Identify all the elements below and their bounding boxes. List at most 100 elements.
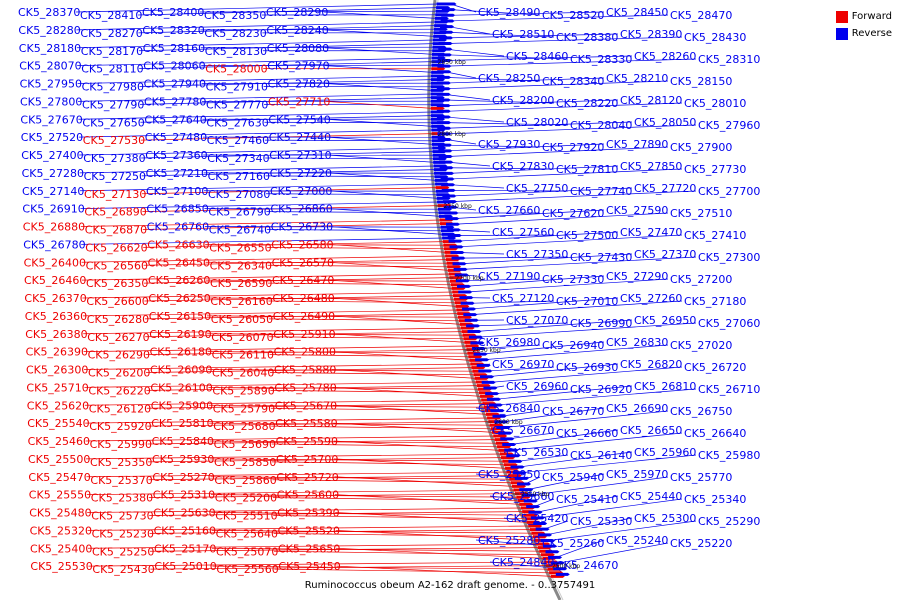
gene-label: CK5_27300 [698, 251, 760, 264]
gene-label: CK5_27790 [82, 98, 144, 111]
gene-callout-line [273, 533, 535, 538]
gene-arrow [512, 471, 527, 475]
gene-callout-line [463, 278, 541, 282]
gene-arrow [519, 488, 534, 492]
gene-callout-line [516, 454, 569, 462]
gene-callout-line [324, 47, 434, 55]
gene-label: CK5_27430 [570, 251, 632, 264]
gene-arrow [440, 25, 455, 29]
gene-callout-line [78, 111, 433, 120]
gene-label: CK5_27220 [270, 167, 332, 180]
gene-callout-line [536, 495, 619, 513]
gene-arrow [436, 115, 451, 119]
legend-label: Forward [851, 11, 892, 22]
gene-arrow [436, 196, 451, 200]
gene-label: CK5_26710 [698, 383, 760, 396]
gene-callout-line [510, 429, 619, 445]
gene-callout-line [76, 39, 435, 49]
gene-label: CK5_25170 [154, 542, 216, 555]
gene-arrow [457, 284, 472, 288]
gene-label: CK5_27350 [506, 248, 568, 261]
gene-label: CK5_27140 [22, 185, 84, 198]
gene-arrow [442, 2, 457, 6]
gene-label: CK5_25370 [90, 474, 152, 487]
gene-label: CK5_28180 [19, 42, 81, 55]
gene-label: CK5_27190 [478, 270, 540, 283]
gene-arrow [443, 205, 458, 209]
gene-label: CK5_25730 [91, 510, 153, 523]
gene-callout-line [475, 319, 633, 332]
gene-label: CK5_27360 [145, 149, 207, 162]
gene-arrow [508, 459, 523, 463]
gene-label: CK5_28390 [620, 28, 682, 41]
gene-label: CK5_28350 [204, 9, 266, 22]
gene-label: CK5_26990 [570, 317, 632, 330]
gene-label: CK5_27710 [268, 95, 330, 108]
gene-label: CK5_28200 [492, 94, 554, 107]
gene-label: CK5_27310 [269, 149, 331, 162]
gene-callout-line [446, 36, 683, 44]
gene-arrow [438, 143, 453, 147]
scale-tick-label: 2500 kbp [552, 563, 580, 570]
gene-label: CK5_27440 [269, 131, 331, 144]
gene-callout-line [271, 425, 493, 430]
gene-callout-line [80, 219, 442, 227]
legend-label: Reverse [851, 28, 892, 39]
gene-arrow [438, 149, 453, 153]
gene-arrow [437, 126, 452, 130]
gene-label: CK5_27330 [542, 273, 604, 286]
gene-callout-line [486, 366, 555, 372]
gene-label: CK5_28470 [670, 9, 732, 22]
gene-callout-line [457, 234, 683, 248]
gene-label: CK5_28380 [556, 31, 618, 44]
gene-callout-line [204, 226, 443, 228]
gene-label: CK5_25350 [90, 456, 152, 469]
scale-tick-label: 2850 kbp [438, 59, 466, 66]
reverse-swatch [835, 27, 848, 40]
gene-label: CK5_25380 [91, 492, 153, 505]
gene-arrow [497, 445, 512, 449]
gene-callout-line [448, 165, 619, 174]
gene-label: CK5_26090 [150, 364, 212, 377]
gene-label: CK5_26140 [570, 449, 632, 462]
gene-callout-line [444, 102, 683, 112]
gene-arrow [473, 352, 488, 356]
gene-callout-line [86, 489, 516, 495]
gene-label: CK5_28110 [81, 63, 143, 76]
gene-arrow [498, 431, 513, 435]
gene-callout-line [487, 363, 619, 378]
gene-arrow [488, 403, 503, 407]
gene-arrow [523, 513, 538, 517]
gene-label: CK5_27910 [206, 81, 268, 94]
gene-label: CK5_25400 [30, 542, 92, 555]
gene-label: CK5_28250 [478, 72, 540, 85]
gene-label: CK5_27730 [684, 163, 746, 176]
gene-callout-line [448, 168, 683, 180]
gene-label: CK5_27980 [82, 81, 144, 94]
gene-arrow [453, 267, 468, 271]
gene-arrow [442, 236, 457, 240]
gene-arrow [437, 70, 452, 74]
gene-label: CK5_25480 [29, 507, 91, 520]
gene-label: CK5_26340 [210, 259, 272, 272]
gene-callout-line [445, 124, 697, 135]
gene-callout-line [476, 322, 697, 338]
gene-callout-line [265, 193, 439, 196]
gene-callout-line [461, 256, 697, 270]
gene-callout-line [449, 184, 505, 189]
gene-label: CK5_27830 [492, 160, 554, 173]
gene-label: CK5_27060 [698, 317, 760, 330]
gene-callout-line [206, 297, 456, 300]
gene-callout-line [268, 300, 457, 304]
gene-arrow [463, 313, 478, 317]
gene-callout-line [449, 190, 569, 192]
gene-label: CK5_26570 [272, 256, 334, 269]
gene-label: CK5_25880 [274, 364, 336, 377]
gene-arrow [490, 409, 505, 413]
gene-label: CK5_27010 [556, 295, 618, 308]
gene-arrow [503, 463, 518, 467]
gene-callout-line [454, 229, 491, 233]
gene-callout-line [450, 187, 633, 197]
gene-label: CK5_25430 [92, 563, 154, 576]
gene-arrow [455, 304, 470, 308]
